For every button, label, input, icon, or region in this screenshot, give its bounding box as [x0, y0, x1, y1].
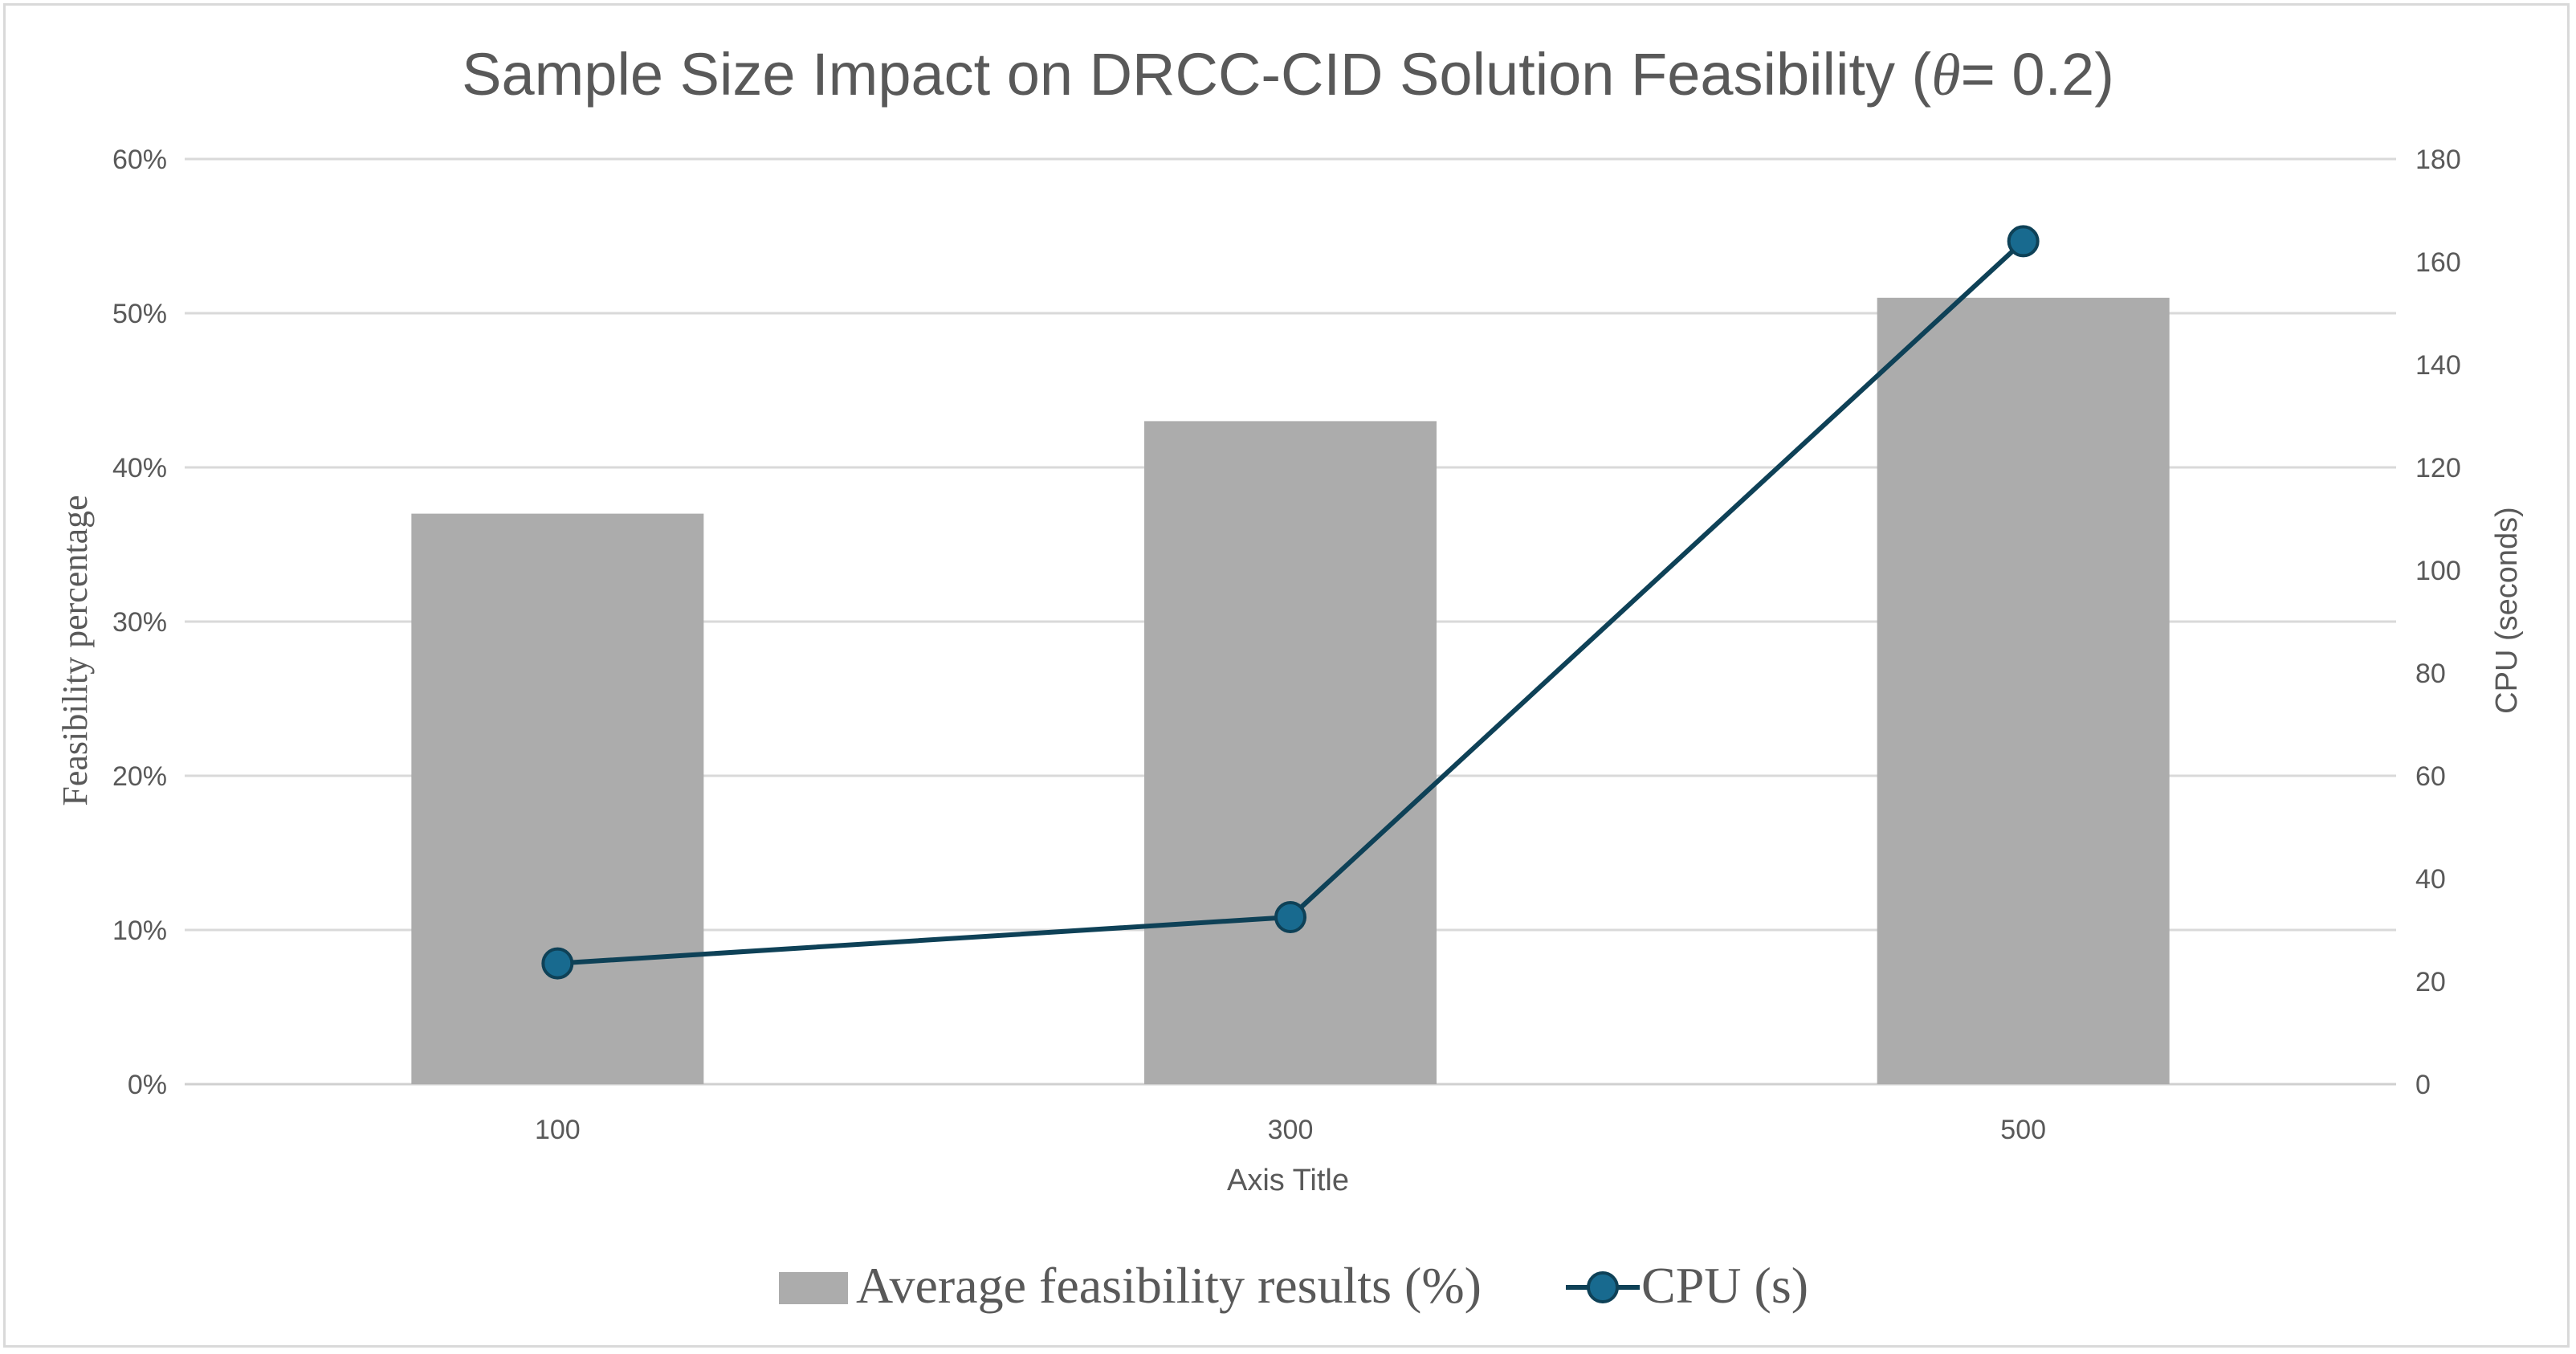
- left-tick-label: 20%: [112, 761, 167, 792]
- right-axis-ticks: 0 20 40 60 80 100 120 140 160 180: [2415, 145, 2461, 1100]
- right-tick-label: 180: [2415, 145, 2461, 175]
- right-tick-label: 160: [2415, 247, 2461, 278]
- right-tick-label: 40: [2415, 864, 2446, 895]
- x-tick-label: 100: [535, 1115, 581, 1145]
- right-tick-label: 60: [2415, 761, 2446, 792]
- bar: [411, 513, 704, 1084]
- chart-title: Sample Size Impact on DRCC-CID Solution …: [462, 41, 2114, 108]
- left-tick-label: 10%: [112, 916, 167, 946]
- x-tick-label: 300: [1268, 1115, 1314, 1145]
- legend: Average feasibility results (%) CPU (s): [779, 1257, 1808, 1314]
- left-axis-ticks: 0% 10% 20% 30% 40% 50% 60%: [112, 145, 167, 1100]
- legend-bar-label: Average feasibility results (%): [856, 1257, 1482, 1314]
- legend-line-label: CPU (s): [1641, 1257, 1808, 1314]
- right-tick-label: 140: [2415, 350, 2461, 381]
- x-axis-title: Axis Title: [1227, 1164, 1349, 1197]
- x-tick-label: 500: [2000, 1115, 2046, 1145]
- line-series: [541, 225, 2040, 980]
- right-tick-label: 20: [2415, 967, 2446, 997]
- right-tick-label: 100: [2415, 556, 2461, 586]
- left-tick-label: 50%: [112, 299, 167, 329]
- bar-series: [411, 297, 2170, 1084]
- left-tick-label: 60%: [112, 145, 167, 175]
- left-tick-label: 0%: [128, 1070, 167, 1100]
- legend-bar-swatch: [779, 1272, 848, 1304]
- left-tick-label: 30%: [112, 607, 167, 638]
- right-axis-title: CPU (seconds): [2490, 507, 2524, 714]
- right-tick-label: 120: [2415, 453, 2461, 483]
- line-point: [541, 947, 574, 980]
- line-point: [2007, 225, 2040, 258]
- line-point: [1274, 901, 1306, 933]
- bar: [1877, 297, 2170, 1084]
- x-axis-ticks: 100 300 500: [535, 1115, 2046, 1145]
- left-tick-label: 40%: [112, 453, 167, 483]
- left-axis-title: Feasibility percentage: [55, 495, 95, 805]
- right-tick-label: 80: [2415, 659, 2446, 689]
- right-tick-label: 0: [2415, 1070, 2431, 1100]
- bar: [1144, 421, 1437, 1084]
- legend-line-marker: [1587, 1271, 1619, 1303]
